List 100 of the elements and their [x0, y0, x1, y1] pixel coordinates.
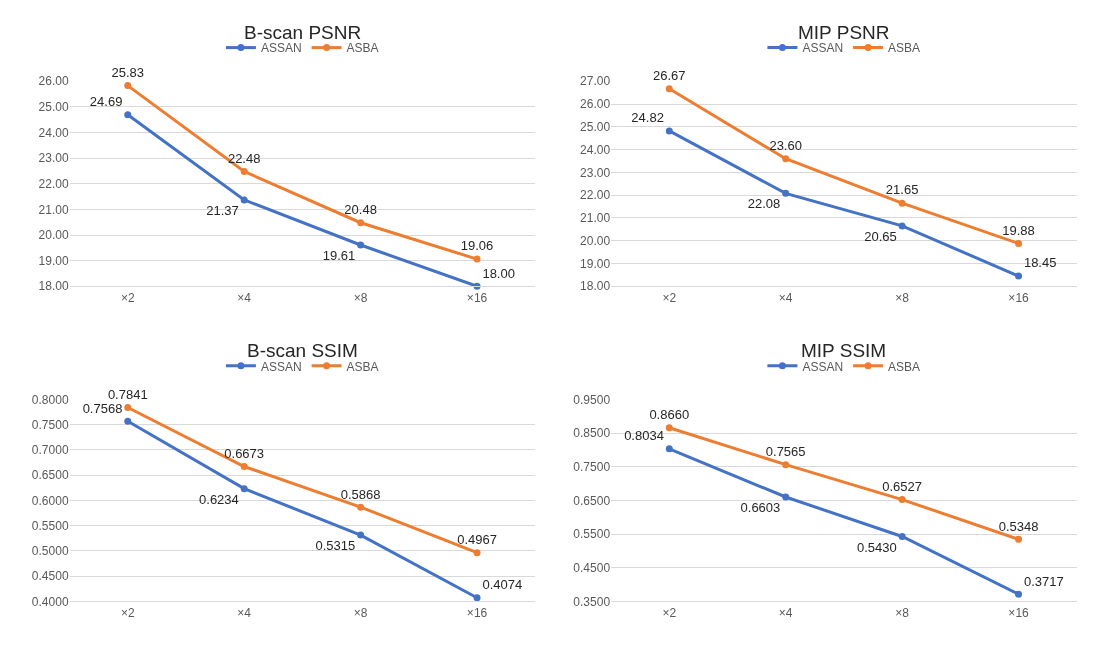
data-label: 0.5315	[315, 538, 356, 554]
x-tick-label: ×4	[237, 605, 252, 620]
data-label: 0.5868	[340, 486, 381, 502]
point	[473, 594, 481, 602]
point	[357, 531, 365, 539]
point	[665, 445, 673, 453]
x-tick-label: ×2	[662, 605, 677, 620]
y-tick-label: 0.6500	[573, 493, 611, 508]
x-tick-label: ×2	[120, 605, 135, 620]
data-label: 25.83	[111, 65, 145, 80]
y-tick-label: 0.6500	[31, 468, 69, 483]
point	[240, 196, 248, 204]
y-tick-label: 23.00	[38, 151, 69, 166]
legend-label: ASSAN	[802, 359, 844, 374]
point	[782, 493, 790, 501]
point	[124, 111, 132, 119]
chart-title: MIP SSIM	[801, 340, 887, 361]
data-label: 19.61	[322, 248, 356, 264]
point	[898, 496, 906, 504]
y-tick-label: 25.00	[38, 100, 69, 115]
point	[473, 255, 481, 263]
legend-label: ASBA	[888, 41, 921, 56]
legend-label: ASSAN	[260, 41, 302, 56]
y-tick-label: 21.00	[580, 211, 611, 226]
y-tick-label: 0.7500	[573, 460, 611, 475]
y-tick-label: 0.7000	[31, 443, 69, 458]
y-tick-label: 18.00	[580, 279, 611, 294]
y-tick-label: 22.00	[580, 188, 611, 203]
point	[357, 503, 365, 511]
data-label: 21.65	[885, 182, 919, 198]
data-label: 24.69	[89, 94, 123, 110]
data-label: 22.08	[747, 196, 781, 212]
data-label: 0.8034	[624, 428, 664, 444]
x-tick-label: ×4	[237, 290, 252, 305]
data-label: 0.7568	[82, 400, 123, 416]
data-label: 0.6673	[224, 445, 265, 461]
point	[1015, 535, 1023, 543]
x-tick-label: ×8	[895, 290, 910, 305]
y-tick-label: 26.00	[38, 74, 69, 89]
point	[1015, 590, 1023, 598]
point	[665, 85, 673, 93]
y-tick-label: 19.00	[38, 253, 69, 268]
data-label: 24.82	[631, 110, 664, 126]
point	[1015, 239, 1023, 247]
point	[898, 222, 906, 230]
point	[357, 219, 365, 227]
y-tick-label: 20.00	[580, 233, 611, 248]
data-label: 0.3717	[1023, 573, 1064, 589]
x-tick-label: ×16	[1008, 605, 1030, 620]
data-label: 0.7565	[765, 444, 806, 460]
data-label: 23.60	[769, 138, 802, 154]
data-label: 19.88	[1002, 222, 1035, 238]
data-label: 18.00	[482, 265, 515, 281]
data-label: 0.6603	[740, 500, 781, 516]
chart-title: B-scan PSNR	[244, 22, 362, 43]
data-label: 20.65	[864, 229, 897, 245]
point	[782, 155, 790, 163]
data-label: 0.5430	[856, 539, 897, 555]
data-label: 0.4074	[482, 577, 523, 593]
x-tick-label: ×16	[466, 290, 488, 305]
data-label: 0.7841	[107, 386, 148, 402]
point	[898, 533, 906, 540]
data-label: 0.6234	[199, 491, 239, 507]
y-tick-label: 27.00	[580, 74, 611, 89]
point	[124, 82, 132, 90]
data-label: 22.48	[227, 150, 261, 166]
data-label: 20.48	[344, 202, 377, 218]
point	[473, 549, 481, 557]
y-tick-label: 25.00	[580, 120, 611, 135]
point	[782, 189, 790, 197]
point	[124, 417, 132, 425]
point	[665, 424, 673, 432]
point	[240, 463, 248, 470]
point	[665, 127, 673, 135]
data-label: 19.06	[460, 238, 494, 254]
y-tick-label: 0.5500	[573, 527, 611, 542]
chart-title: B-scan SSIM	[247, 340, 358, 361]
y-tick-label: 26.00	[580, 97, 611, 112]
y-tick-label: 24.00	[580, 142, 611, 157]
x-tick-label: ×8	[353, 605, 368, 620]
y-tick-label: 20.00	[38, 228, 69, 243]
y-tick-label: 19.00	[580, 256, 611, 271]
y-tick-label: 22.00	[38, 176, 69, 191]
x-tick-label: ×2	[662, 290, 677, 305]
data-label: 26.67	[653, 68, 686, 84]
y-tick-label: 0.4000	[31, 594, 69, 609]
data-label: 0.8660	[649, 407, 690, 423]
point	[240, 485, 248, 493]
x-tick-label: ×4	[778, 605, 793, 620]
y-tick-label: 0.4500	[573, 561, 611, 575]
data-label: 0.4967	[457, 532, 497, 548]
y-tick-label: 0.3500	[573, 594, 611, 609]
data-label: 0.6527	[882, 478, 923, 494]
x-tick-label: ×8	[353, 290, 368, 305]
chart-title: MIP PSNR	[798, 22, 890, 43]
x-tick-label: ×16	[466, 605, 488, 620]
y-tick-label: 0.6000	[31, 493, 69, 508]
y-tick-label: 0.4500	[31, 569, 69, 584]
data-label: 18.45	[1023, 255, 1057, 271]
legend-label: ASSAN	[802, 41, 844, 56]
